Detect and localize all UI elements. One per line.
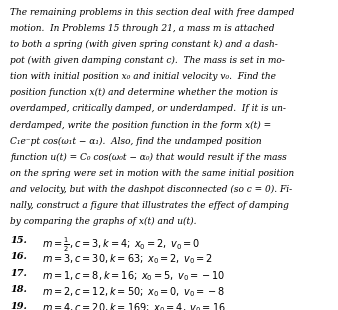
Text: tion with initial position x₀ and initial velocity v₀.  Find the: tion with initial position x₀ and initia… [10, 72, 276, 81]
Text: 19.: 19. [10, 302, 27, 310]
Text: motion.  In Problems 15 through 21, a mass m is attached: motion. In Problems 15 through 21, a mas… [10, 24, 275, 33]
Text: $m = \frac{1}{2}, c = 3, k = 4;\; x_0 = 2,\; v_0 = 0$: $m = \frac{1}{2}, c = 3, k = 4;\; x_0 = … [42, 236, 200, 254]
Text: overdamped, critically damped, or underdamped.  If it is un-: overdamped, critically damped, or underd… [10, 104, 286, 113]
Text: on the spring were set in motion with the same initial position: on the spring were set in motion with th… [10, 169, 294, 178]
Text: by comparing the graphs of x(t) and u(t).: by comparing the graphs of x(t) and u(t)… [10, 217, 197, 226]
Text: 17.: 17. [10, 269, 27, 278]
Text: $m = 2, c = 12, k = 50;\; x_0 = 0,\; v_0 = -8$: $m = 2, c = 12, k = 50;\; x_0 = 0,\; v_0… [42, 285, 225, 299]
Text: 15.: 15. [10, 236, 27, 245]
Text: $m = 4, c = 20, k = 169;\; x_0 = 4,\; v_0 = 16$: $m = 4, c = 20, k = 169;\; x_0 = 4,\; v_… [42, 302, 226, 310]
Text: $m = 3, c = 30, k = 63;\; x_0 = 2,\; v_0 = 2$: $m = 3, c = 30, k = 63;\; x_0 = 2,\; v_0… [42, 252, 213, 266]
Text: position function x(t) and determine whether the motion is: position function x(t) and determine whe… [10, 88, 278, 97]
Text: C₁e⁻pt cos(ω₁t − α₁).  Also, find the undamped position: C₁e⁻pt cos(ω₁t − α₁). Also, find the und… [10, 137, 262, 146]
Text: $m = 1, c = 8, k = 16;\; x_0 = 5,\; v_0 = -10$: $m = 1, c = 8, k = 16;\; x_0 = 5,\; v_0 … [42, 269, 225, 283]
Text: function u(t) = C₀ cos(ω₀t − α₀) that would result if the mass: function u(t) = C₀ cos(ω₀t − α₀) that wo… [10, 153, 287, 162]
Text: to both a spring (with given spring constant k) and a dash-: to both a spring (with given spring cons… [10, 40, 278, 49]
Text: 16.: 16. [10, 252, 27, 261]
Text: 18.: 18. [10, 285, 27, 294]
Text: The remaining problems in this section deal with free damped: The remaining problems in this section d… [10, 8, 294, 17]
Text: pot (with given damping constant c).  The mass is set in mo-: pot (with given damping constant c). The… [10, 56, 285, 65]
Text: nally, construct a figure that illustrates the effect of damping: nally, construct a figure that illustrat… [10, 201, 289, 210]
Text: derdamped, write the position function in the form x(t) =: derdamped, write the position function i… [10, 121, 271, 130]
Text: and velocity, but with the dashpot disconnected (so c = 0). Fi-: and velocity, but with the dashpot disco… [10, 185, 292, 194]
